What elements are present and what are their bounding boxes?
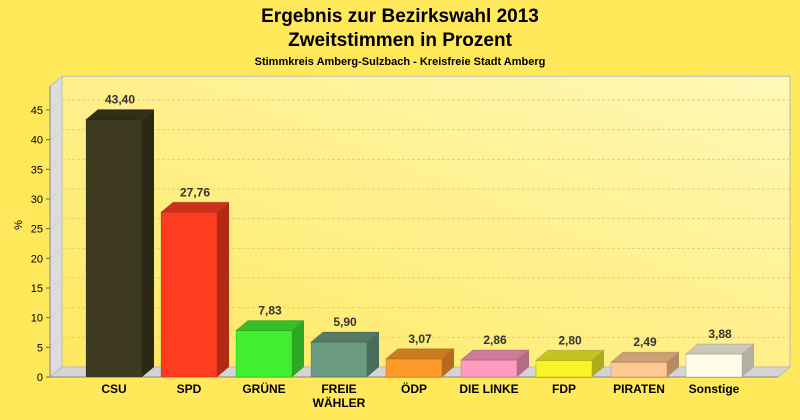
y-tick-label: 10 — [31, 313, 43, 325]
chart-subtitle: Stimmkreis Amberg-Sulzbach - Kreisfreie … — [255, 56, 546, 68]
grid-line — [49, 307, 63, 319]
data-label: 2,80 — [558, 333, 582, 347]
bar-front — [160, 211, 218, 378]
bar-front — [685, 353, 743, 378]
data-label: 3,88 — [708, 327, 732, 341]
bar-top — [384, 348, 456, 360]
bar-top — [234, 320, 306, 332]
bar-side — [217, 202, 229, 377]
bar-front — [385, 358, 443, 378]
bar-top — [534, 349, 606, 361]
y-tick-label: 30 — [31, 194, 43, 206]
grid-line — [49, 218, 63, 230]
x-tick-label: Sonstige — [689, 382, 740, 396]
x-tick-label: ÖDP — [401, 381, 427, 396]
bar-side — [742, 343, 754, 377]
bar-front — [310, 341, 368, 378]
bar-top — [609, 351, 681, 363]
y-tick-label: 0 — [37, 372, 43, 384]
bar-side — [442, 348, 454, 377]
grid-line — [49, 336, 63, 348]
data-label: 5,90 — [333, 315, 357, 329]
data-label: 2,49 — [633, 335, 657, 349]
x-tick-label: FDP — [552, 382, 576, 396]
y-tick-label: 45 — [31, 105, 43, 117]
x-tick-label: DIE LINKE — [459, 382, 518, 396]
data-label: 27,76 — [180, 185, 210, 199]
y-tick-label: 35 — [31, 164, 43, 176]
chart-title: Ergebnis zur Bezirkswahl 2013 — [261, 6, 539, 27]
bar-front — [235, 330, 293, 378]
bar-front — [85, 118, 143, 378]
x-tick-label: FREIE — [321, 382, 356, 396]
bar-side — [142, 109, 154, 377]
data-label: 43,40 — [105, 92, 135, 106]
x-tick-label: CSU — [101, 382, 126, 396]
y-tick-label: 25 — [31, 224, 43, 236]
bar-side — [292, 320, 304, 377]
bar-top — [459, 349, 531, 361]
x-tick-label: WÄHLER — [313, 395, 366, 410]
grid-line — [49, 277, 63, 289]
bar-side — [517, 350, 529, 377]
grid-line — [49, 158, 63, 170]
y-tick-label: 20 — [31, 253, 43, 265]
x-tick-label: SPD — [177, 382, 202, 396]
bar-top — [309, 331, 381, 343]
bar-front — [460, 359, 518, 378]
data-label: 7,83 — [258, 304, 282, 318]
chart-title-2: Zweitstimmen in Prozent — [288, 30, 512, 51]
y-tick-label: 40 — [31, 135, 43, 147]
data-label: 3,07 — [408, 332, 432, 346]
grid-line — [49, 247, 63, 259]
y-axis-label: % — [13, 220, 25, 230]
y-tick-label: 5 — [37, 342, 43, 354]
bar-front — [535, 359, 593, 378]
x-tick-label: GRÜNE — [242, 381, 285, 396]
bar-side — [367, 331, 379, 377]
x-tick-label: PIRATEN — [613, 382, 665, 396]
bar-front — [610, 361, 668, 378]
bar-top — [684, 343, 756, 355]
y-tick-label: 15 — [31, 283, 43, 295]
grid-line — [49, 99, 63, 111]
grid-line — [49, 129, 63, 141]
bar-side — [592, 350, 604, 377]
data-label: 2,86 — [483, 333, 507, 347]
grid-line — [49, 188, 63, 200]
bar-side — [667, 352, 679, 377]
